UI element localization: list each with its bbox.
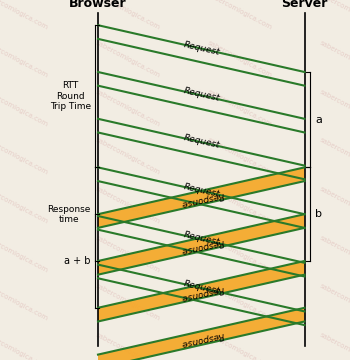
Text: Request: Request xyxy=(183,134,221,150)
Text: sabercomlogica.com: sabercomlogica.com xyxy=(0,137,49,176)
Text: Request: Request xyxy=(183,40,221,57)
Text: sabercomlogica.com: sabercomlogica.com xyxy=(94,332,161,360)
Text: RTT
Round
Trip Time: RTT Round Trip Time xyxy=(50,81,91,111)
Text: Response: Response xyxy=(180,237,225,255)
Text: Request: Request xyxy=(183,182,221,199)
Text: sabercomlogica.com: sabercomlogica.com xyxy=(0,283,49,322)
Text: sabercomlogica.com: sabercomlogica.com xyxy=(0,0,49,30)
Text: a + b: a + b xyxy=(64,256,91,266)
Text: sabercomlogica.com: sabercomlogica.com xyxy=(206,283,273,322)
Text: sabercomlogica.com: sabercomlogica.com xyxy=(206,137,273,176)
Text: sabercomlogica.com: sabercomlogica.com xyxy=(318,137,350,176)
Text: Response: Response xyxy=(180,284,225,302)
Polygon shape xyxy=(98,167,304,228)
Text: sabercomlogica.com: sabercomlogica.com xyxy=(318,40,350,79)
Text: sabercomlogica.com: sabercomlogica.com xyxy=(206,89,273,127)
Text: Server: Server xyxy=(281,0,328,10)
Text: sabercomlogica.com: sabercomlogica.com xyxy=(206,40,273,79)
Text: Request: Request xyxy=(183,231,221,247)
Text: sabercomlogica.com: sabercomlogica.com xyxy=(0,332,49,360)
Text: sabercomlogica.com: sabercomlogica.com xyxy=(206,0,273,30)
Text: sabercomlogica.com: sabercomlogica.com xyxy=(94,234,161,273)
Text: sabercomlogica.com: sabercomlogica.com xyxy=(94,283,161,322)
Text: sabercomlogica.com: sabercomlogica.com xyxy=(94,40,161,79)
Text: Response: Response xyxy=(180,330,225,348)
Text: sabercomlogica.com: sabercomlogica.com xyxy=(206,234,273,273)
Text: Browser: Browser xyxy=(69,0,127,10)
Text: sabercomlogica.com: sabercomlogica.com xyxy=(0,234,49,273)
Text: sabercomlogica.com: sabercomlogica.com xyxy=(94,137,161,176)
Text: b: b xyxy=(315,209,322,219)
Text: sabercomlogica.com: sabercomlogica.com xyxy=(0,89,49,127)
Text: sabercomlogica.com: sabercomlogica.com xyxy=(206,186,273,225)
Text: sabercomlogica.com: sabercomlogica.com xyxy=(94,186,161,225)
Text: sabercomlogica.com: sabercomlogica.com xyxy=(318,0,350,30)
Text: sabercomlogica.com: sabercomlogica.com xyxy=(318,234,350,273)
Text: Request: Request xyxy=(183,279,221,296)
Text: Request: Request xyxy=(183,87,221,103)
Text: sabercomlogica.com: sabercomlogica.com xyxy=(206,332,273,360)
Text: sabercomlogica.com: sabercomlogica.com xyxy=(0,186,49,225)
Text: sabercomlogica.com: sabercomlogica.com xyxy=(318,186,350,225)
Text: sabercomlogica.com: sabercomlogica.com xyxy=(94,0,161,30)
Text: sabercomlogica.com: sabercomlogica.com xyxy=(318,89,350,127)
Polygon shape xyxy=(98,308,304,360)
Text: Response: Response xyxy=(180,190,225,208)
Text: a: a xyxy=(315,115,322,125)
Polygon shape xyxy=(98,261,304,321)
Text: sabercomlogica.com: sabercomlogica.com xyxy=(318,332,350,360)
Polygon shape xyxy=(98,214,304,275)
Text: Response
time: Response time xyxy=(48,204,91,224)
Text: sabercomlogica.com: sabercomlogica.com xyxy=(94,89,161,127)
Text: sabercomlogica.com: sabercomlogica.com xyxy=(0,40,49,79)
Text: sabercomlogica.com: sabercomlogica.com xyxy=(318,283,350,322)
